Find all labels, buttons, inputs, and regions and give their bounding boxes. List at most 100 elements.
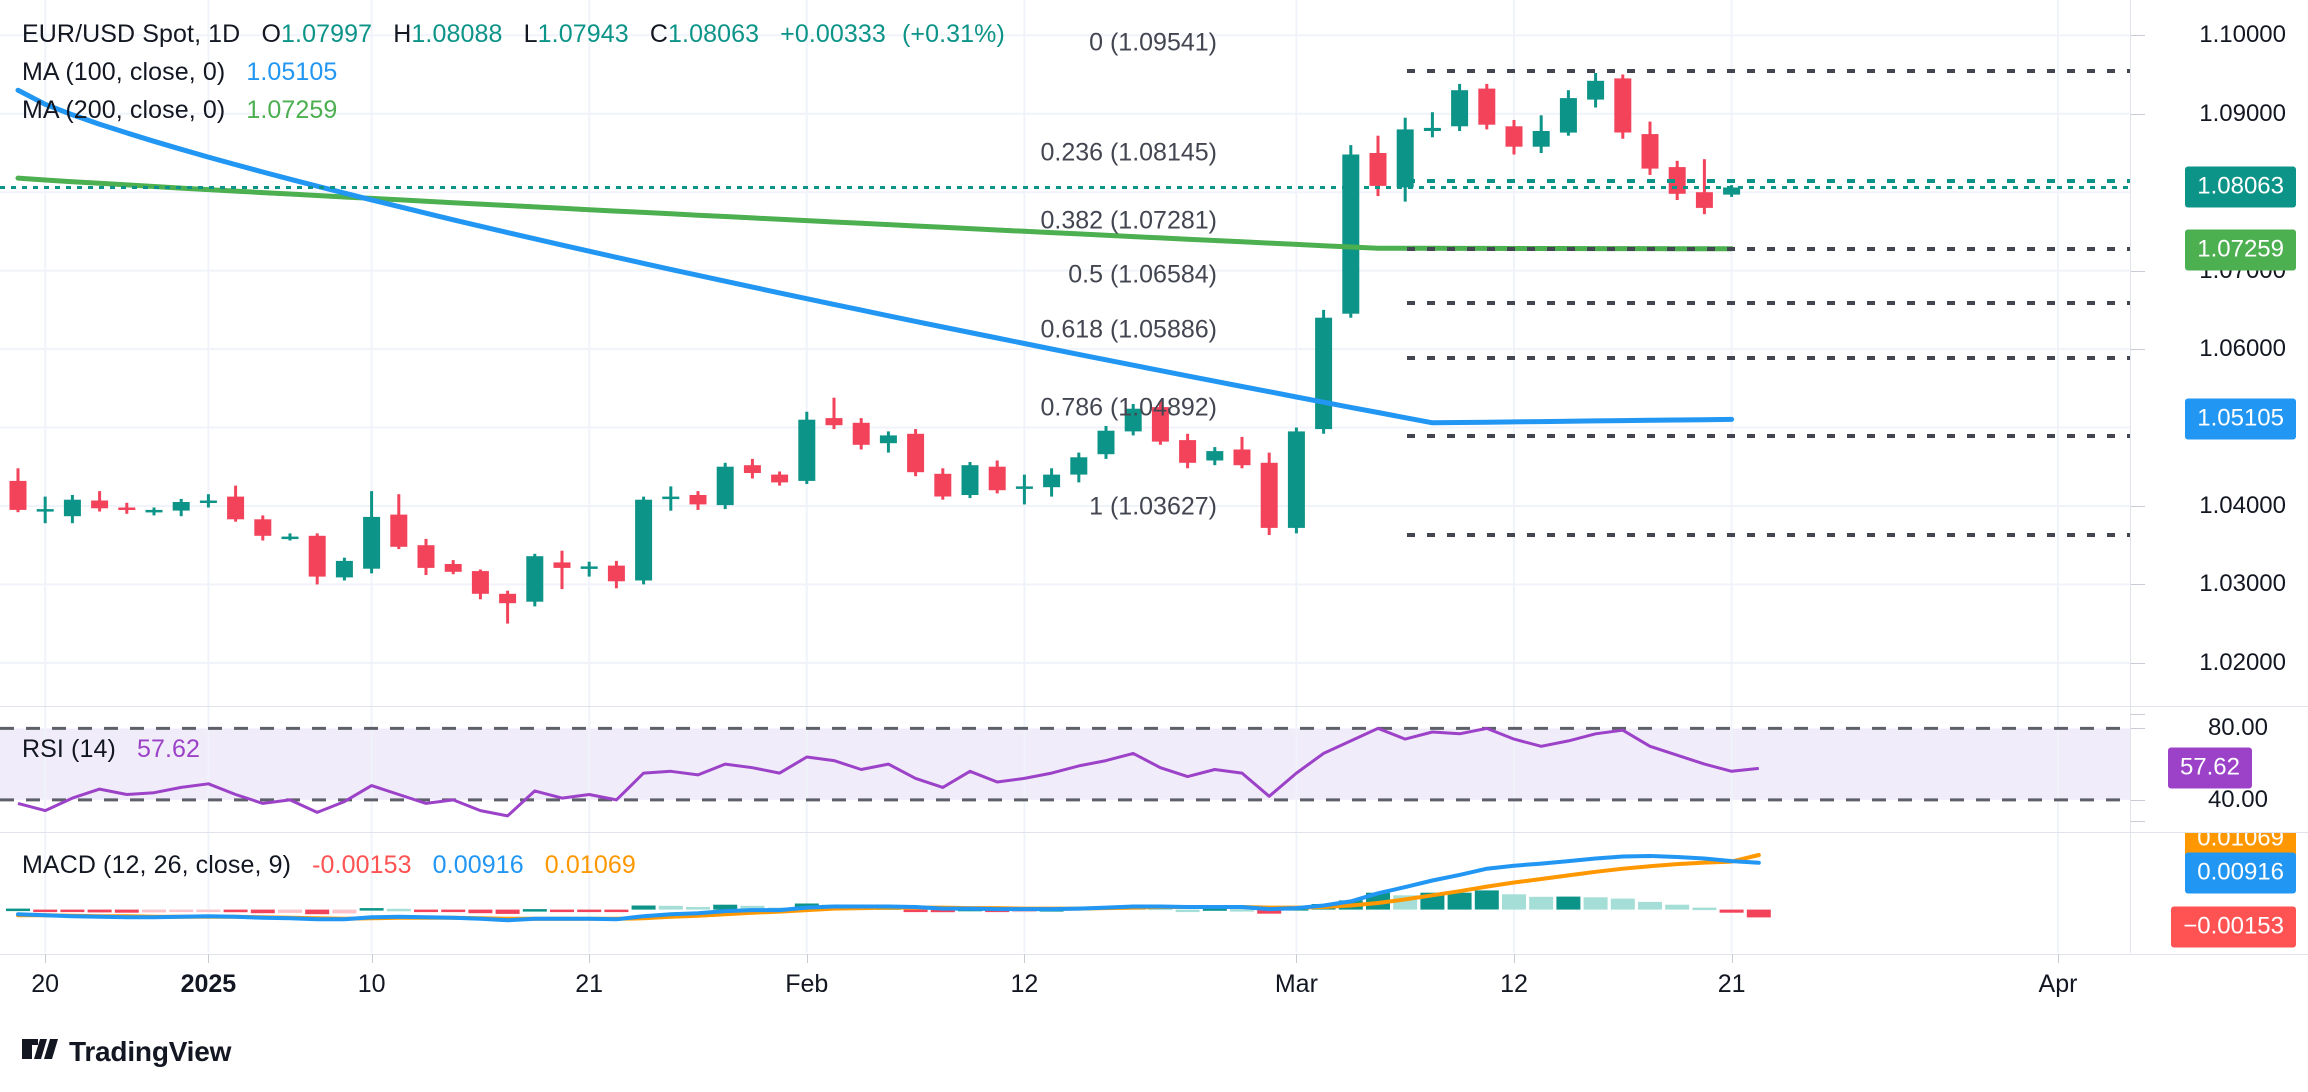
time-axis-label: 10 [357, 970, 386, 998]
macd-svg [6, 833, 2059, 953]
time-tick [1514, 954, 1515, 963]
time-axis-label: 21 [1717, 970, 1746, 998]
tradingview-logo-icon [22, 1039, 58, 1065]
symbol-legend[interactable]: EUR/USD Spot, 1D O1.07997 H1.08088 L1.07… [22, 20, 1005, 49]
time-tick [1731, 954, 1733, 963]
ohlc-high-value: 1.08088 [411, 20, 503, 48]
price-axis-label: 1.10000 [2199, 21, 2286, 49]
price-scale[interactable]: 1.100001.090001.070001.060001.040001.030… [2130, 0, 2308, 706]
price-tick [2131, 270, 2145, 272]
pane-divider-price-rsi[interactable] [0, 706, 2308, 707]
fib-level-line-0.382 [1407, 246, 2130, 251]
fib-level-label-0.786: 0.786 (1.04892) [1040, 393, 1217, 422]
ohlc-high-key: H [379, 20, 412, 48]
price-tick [2131, 349, 2145, 351]
fib-level-label-1: 1 (1.03627) [1089, 492, 1217, 521]
rsi-tick [2131, 728, 2145, 730]
fib-level-label-0: 0 (1.09541) [1089, 28, 1217, 57]
ohlc-close-key: C [635, 20, 669, 48]
time-axis-label: 12 [1010, 970, 1039, 998]
fib-level-line-0.236 [1407, 178, 2130, 183]
price-axis-label: 1.06000 [2199, 335, 2286, 363]
macd-label: MACD (12, 26, close, 9) [22, 851, 292, 879]
rsi-legend[interactable]: RSI (14) 57.62 [22, 735, 200, 764]
symbol-title[interactable]: EUR/USD Spot, 1D [22, 20, 241, 48]
price-tick [2131, 505, 2145, 507]
ma200-badge[interactable]: 1.07259 [2185, 229, 2296, 271]
macd-scale-divider [2130, 833, 2131, 953]
time-axis-label: Apr [2038, 970, 2078, 998]
pane-divider-rsi-macd[interactable] [0, 832, 2308, 833]
rsi-plot-area[interactable] [0, 707, 2130, 832]
time-tick [371, 954, 373, 963]
ma100-legend[interactable]: MA (100, close, 0) 1.05105 [22, 58, 337, 87]
macd-legend[interactable]: MACD (12, 26, close, 9) -0.00153 0.00916… [22, 851, 636, 880]
time-axis[interactable]: 20 2025 10 21 Feb 12 Mar 12 21 Apr [0, 954, 2308, 1012]
ma200-label: MA (200, close, 0) [22, 96, 226, 124]
price-axis-label: 1.04000 [2199, 491, 2286, 519]
rsi-label: RSI (14) [22, 735, 116, 763]
rsi-pane[interactable]: RSI (14) 57.62 80.00 40.00 57.62 [0, 707, 2308, 832]
macd-hist-value: -0.00153 [312, 851, 412, 879]
price-tick [2131, 113, 2145, 115]
price-plot-area[interactable]: 0 (1.09541) 0.236 (1.08145) 0.382 (1.07281… [0, 0, 2130, 706]
price-scale-divider [2130, 0, 2131, 706]
macd-hist-badge[interactable]: −0.00153 [2171, 906, 2296, 948]
time-axis-divider [0, 954, 2308, 955]
rsi-value: 57.62 [136, 735, 200, 763]
time-axis-label: 21 [575, 970, 604, 998]
ma200-value: 1.07259 [246, 96, 338, 124]
time-axis-label: 20 [31, 970, 60, 998]
fib-level-label-0.618: 0.618 (1.05886) [1040, 315, 1217, 344]
rsi-axis-label-lower: 40.00 [2207, 785, 2268, 813]
fib-level-line-0.786 [1407, 434, 2130, 438]
time-axis-label: Mar [1274, 970, 1318, 998]
ma100-badge[interactable]: 1.05105 [2185, 398, 2296, 440]
tradingview-wordmark: TradingView [69, 1036, 232, 1067]
price-axis-label: 1.09000 [2199, 99, 2286, 127]
fib-level-label-0.236: 0.236 (1.08145) [1040, 138, 1217, 167]
price-axis-label: 1.02000 [2199, 648, 2286, 676]
price-tick [2131, 662, 2145, 664]
ohlc-low-key: L [509, 20, 538, 48]
time-tick [806, 954, 808, 963]
time-tick [589, 954, 591, 963]
rsi-axis-label-upper: 80.00 [2207, 714, 2268, 742]
fib-level-line-0 [1407, 69, 2130, 74]
time-axis-label: 2025 [180, 970, 237, 998]
fib-level-label-0.5: 0.5 (1.06584) [1068, 260, 1217, 289]
time-tick [1024, 954, 1026, 963]
rsi-tick [2131, 821, 2145, 823]
rsi-value-badge[interactable]: 57.62 [2167, 747, 2252, 789]
change-absolute: +0.00333 [780, 20, 886, 48]
price-candles-svg [0, 0, 2130, 706]
last-price-badge[interactable]: 1.08063 [2185, 166, 2296, 208]
macd-pane[interactable]: MACD (12, 26, close, 9) -0.00153 0.00916… [0, 833, 2308, 953]
current-price-line [0, 185, 2130, 189]
ohlc-open-value: 1.07997 [281, 20, 373, 48]
macd-scale[interactable]: 0.01069 0.00916 −0.00153 [2130, 833, 2308, 953]
ma200-legend[interactable]: MA (200, close, 0) 1.07259 [22, 96, 337, 125]
tradingview-logo[interactable]: TradingView [22, 1036, 231, 1068]
ma100-value: 1.05105 [246, 58, 338, 86]
macd-plot-area[interactable] [0, 833, 2130, 953]
ohlc-close-value: 1.08063 [668, 20, 760, 48]
time-tick [1296, 954, 1298, 963]
rsi-scale-divider [2130, 707, 2131, 832]
rsi-tick [2131, 714, 2145, 716]
macd-signal-value: 0.01069 [544, 851, 636, 879]
time-axis-label: 12 [1500, 970, 1528, 998]
time-tick [45, 954, 47, 963]
fib-level-label-0.382: 0.382 (1.07281) [1040, 206, 1217, 235]
macd-line-badge[interactable]: 0.00916 [2185, 852, 2296, 894]
macd-line-value: 0.00916 [432, 851, 524, 879]
ohlc-low-value: 1.07943 [537, 20, 629, 48]
fib-level-line-0.618 [1407, 356, 2130, 360]
time-tick [208, 954, 210, 963]
rsi-scale[interactable]: 80.00 40.00 57.62 [2130, 707, 2308, 832]
rsi-line-svg [0, 707, 2130, 832]
fib-level-line-1 [1407, 533, 2130, 538]
ohlc-open-key: O [247, 20, 282, 48]
price-pane[interactable]: 0 (1.09541) 0.236 (1.08145) 0.382 (1.07281… [0, 0, 2308, 706]
